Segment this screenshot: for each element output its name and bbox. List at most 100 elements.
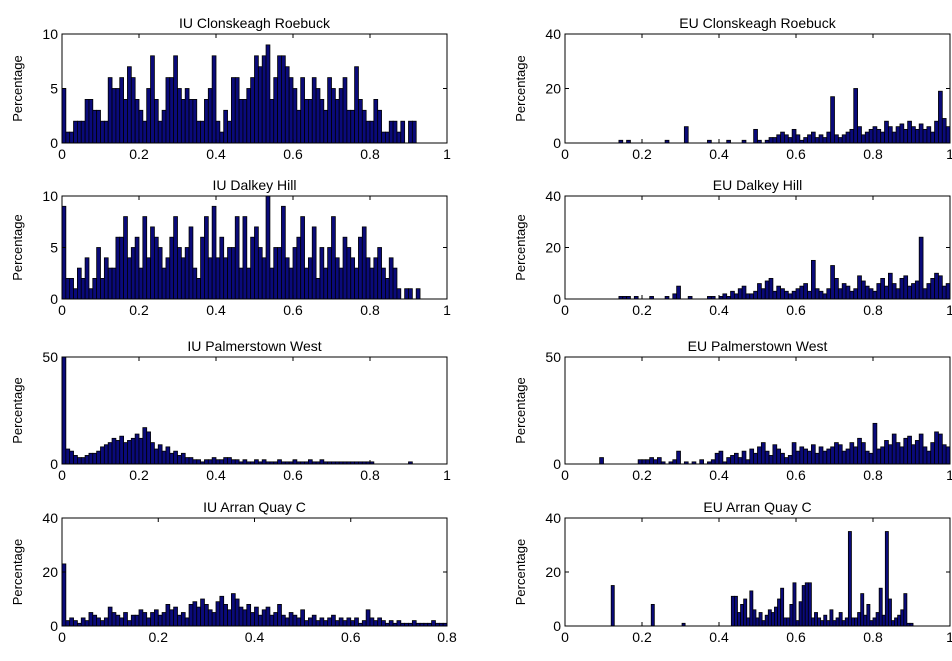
bar [173, 216, 178, 300]
x-tick-label: 0 [58, 146, 66, 162]
bar [926, 283, 932, 300]
bar [146, 88, 151, 144]
bar [868, 452, 874, 465]
bar [127, 257, 132, 300]
bar [891, 283, 897, 300]
bar [250, 77, 255, 144]
bar [65, 131, 71, 144]
bar [841, 450, 847, 465]
bar [772, 444, 778, 465]
bar [165, 257, 171, 300]
bar [196, 120, 201, 144]
bar [288, 267, 294, 300]
bar [311, 614, 317, 627]
bar [173, 606, 178, 627]
bar [123, 442, 128, 465]
bar [227, 609, 232, 627]
bar [746, 617, 751, 627]
bar [161, 109, 167, 144]
bar [323, 620, 329, 627]
bar [223, 457, 228, 465]
bar [338, 267, 344, 300]
bar [895, 442, 901, 465]
bar [103, 444, 109, 465]
bar [296, 617, 302, 627]
bar [192, 459, 198, 465]
bar [822, 137, 828, 144]
axes-border [564, 356, 951, 465]
bar [207, 609, 213, 627]
bar [365, 609, 371, 627]
bar [861, 442, 866, 465]
bar [814, 288, 820, 300]
y-tick-label: 40 [545, 510, 561, 526]
bar [169, 236, 175, 300]
bar [795, 134, 801, 144]
bar [853, 88, 858, 144]
bar [127, 440, 132, 465]
bar [741, 285, 747, 300]
bar [777, 598, 782, 627]
bar [177, 614, 182, 627]
bar [238, 267, 244, 300]
bar [938, 433, 943, 465]
y-tick-label: 0 [50, 618, 58, 634]
panel-eu-palmerstown-west: 0 0.2 0.4 0.6 0.8 1 0 50 EU Palmerstown West Perc… [513, 338, 952, 483]
bar [888, 444, 893, 465]
bar [230, 77, 236, 144]
axes-border [61, 356, 448, 465]
bar [764, 450, 770, 465]
bar [211, 612, 217, 627]
x-tick-label: 0.6 [283, 146, 303, 162]
bar [822, 450, 828, 465]
bar [818, 134, 824, 144]
bar [307, 459, 313, 465]
bar [884, 531, 889, 627]
bar [192, 99, 198, 144]
bar [373, 99, 379, 144]
bar [807, 450, 812, 465]
bar [61, 88, 67, 144]
bar [922, 446, 928, 465]
bar [714, 452, 720, 465]
bar [261, 257, 267, 300]
bar [119, 617, 124, 627]
bar [65, 620, 71, 627]
bar [907, 120, 912, 144]
bar [900, 609, 905, 627]
bar [384, 277, 390, 300]
x-tick-label: 0 [58, 467, 66, 483]
bar [103, 617, 109, 627]
bar [768, 277, 774, 300]
bar [157, 614, 163, 627]
bar [934, 431, 939, 465]
x-tick-label: 0.4 [245, 629, 265, 645]
bar [292, 459, 298, 465]
bar [138, 609, 144, 627]
bar [346, 617, 352, 627]
bar [826, 448, 832, 465]
bar [254, 606, 259, 627]
x-tick-label: 0 [58, 629, 66, 645]
bar [930, 442, 935, 465]
bar [683, 126, 689, 144]
bar [300, 216, 305, 300]
bar [288, 612, 294, 627]
bar [96, 617, 101, 627]
bar [365, 257, 371, 300]
bar [115, 236, 121, 300]
bar [73, 120, 78, 144]
bar [269, 614, 275, 627]
bar [753, 290, 758, 300]
bar [764, 280, 770, 300]
bar [361, 109, 367, 144]
bar [768, 455, 774, 465]
bar [207, 459, 213, 465]
bar [180, 99, 186, 144]
bar [826, 288, 832, 300]
bar [165, 604, 171, 627]
chart-title: IU Dalkey Hill [212, 177, 296, 193]
bar [918, 433, 924, 465]
bar [783, 617, 788, 627]
